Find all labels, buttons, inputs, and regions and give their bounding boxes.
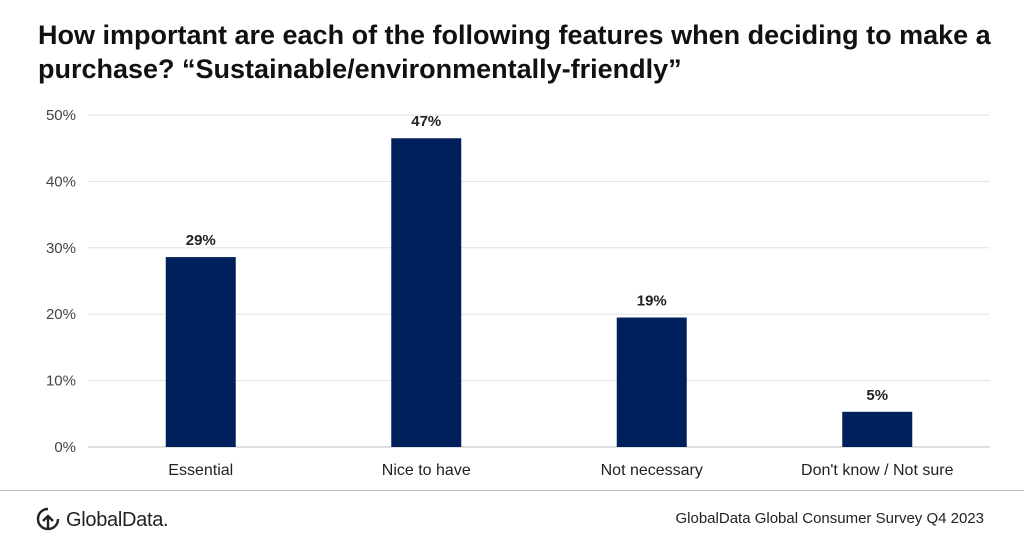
y-tick-label: 0% <box>54 439 76 456</box>
category-label: Essential <box>168 462 233 479</box>
bars <box>165 138 913 448</box>
chart-title: How important are each of the following … <box>38 20 991 84</box>
footer-divider <box>0 490 1024 491</box>
data-label: 47% <box>411 113 441 130</box>
bar-chart: 0% 10% 20% 30% 40% 50% 29% 47% 19% 5% Essential N… <box>46 107 990 479</box>
category-label: Nice to have <box>382 462 471 479</box>
globaldata-logo-icon <box>36 507 60 531</box>
y-tick-label: 40% <box>46 173 76 190</box>
gridlines <box>88 114 990 448</box>
category-labels: Essential Nice to have Not necessary Don't … <box>168 462 953 479</box>
source-note: GlobalData Global Consumer Survey Q4 202… <box>675 510 985 527</box>
data-label: 19% <box>637 293 667 310</box>
bar-essential <box>165 257 236 447</box>
globaldata-logo: GlobalData. <box>36 506 169 534</box>
data-labels: 29% 47% 19% 5% <box>186 113 888 404</box>
category-label: Don't know / Not sure <box>801 462 954 479</box>
category-label: Not necessary <box>601 462 703 479</box>
y-tick-label: 50% <box>46 107 76 124</box>
data-label: 5% <box>866 387 888 404</box>
y-tick-label: 10% <box>46 373 76 390</box>
y-tick-label: 30% <box>46 240 76 257</box>
bar-not-necessary <box>616 317 687 447</box>
y-axis-tick-labels: 0% 10% 20% 30% 40% 50% <box>46 107 76 456</box>
bar-don-t-know-not-sure <box>842 411 913 447</box>
y-tick-label: 20% <box>46 306 76 323</box>
data-label: 29% <box>186 232 216 249</box>
logo-text: GlobalData. <box>66 508 169 531</box>
bar-nice-to-have <box>391 138 462 448</box>
